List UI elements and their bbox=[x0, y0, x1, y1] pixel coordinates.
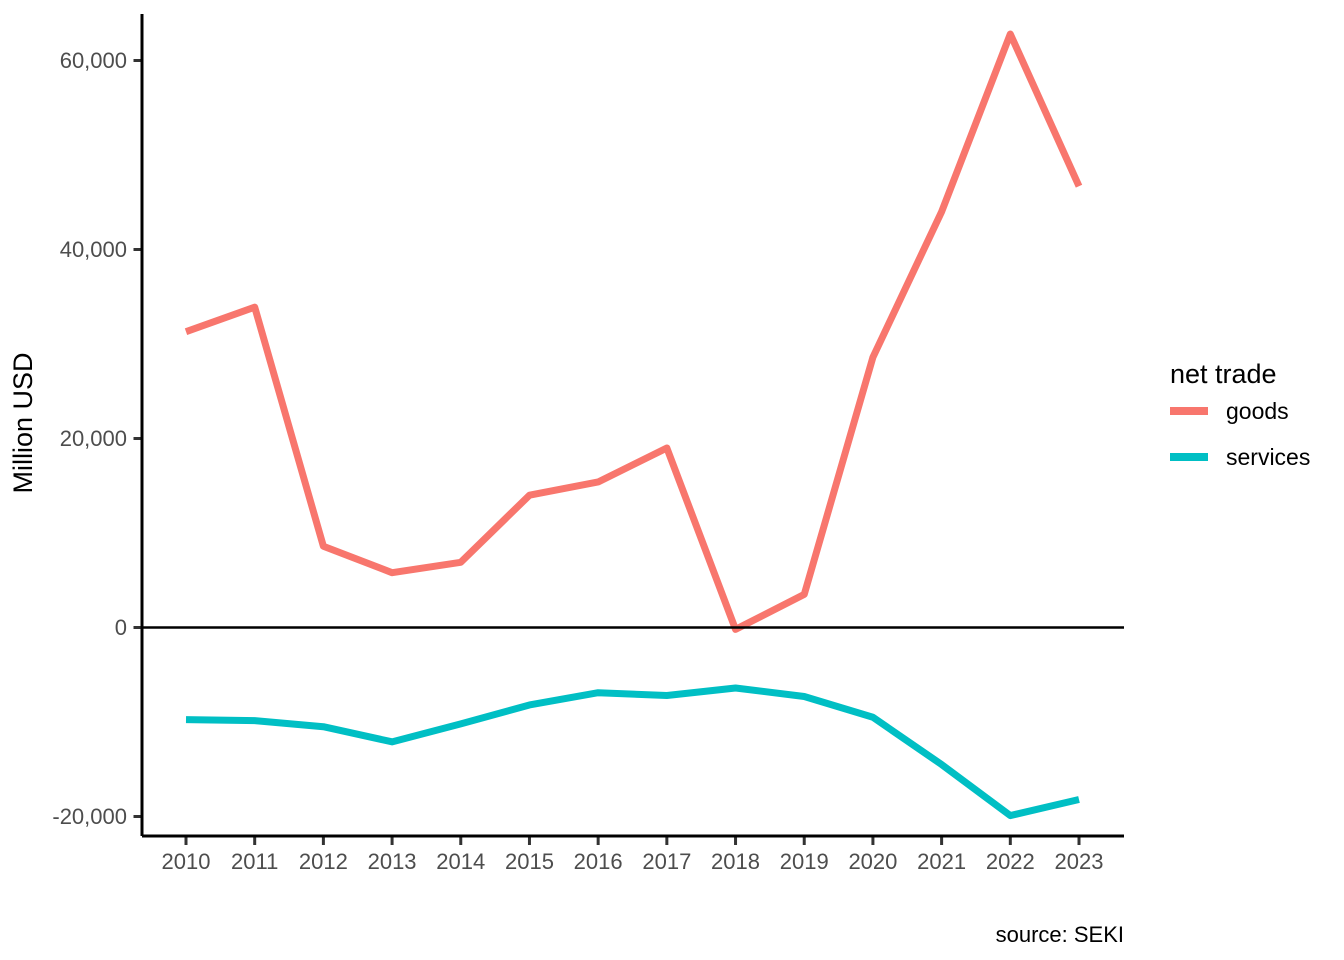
services-line-swatch bbox=[1170, 453, 1208, 461]
x-tick-label: 2010 bbox=[162, 849, 211, 874]
y-axis-ticks: 60,000 40,000 20,000 0 -20,000 bbox=[52, 48, 142, 829]
x-tick-label: 2020 bbox=[848, 849, 897, 874]
y-tick-label: 20,000 bbox=[60, 426, 127, 451]
legend-label-services: services bbox=[1226, 443, 1311, 470]
x-tick-label: 2012 bbox=[299, 849, 348, 874]
y-axis-title: Million USD bbox=[8, 352, 38, 493]
x-tick-label: 2013 bbox=[368, 849, 417, 874]
legend-label-goods: goods bbox=[1226, 397, 1289, 424]
services-line bbox=[185, 684, 1080, 820]
y-tick-label: -20,000 bbox=[52, 804, 127, 829]
legend: net trade goods services bbox=[1170, 360, 1340, 480]
x-tick-label: 2023 bbox=[1055, 849, 1104, 874]
x-tick-label: 2015 bbox=[505, 849, 554, 874]
x-tick-label: 2017 bbox=[642, 849, 691, 874]
goods-line-swatch bbox=[1170, 407, 1208, 415]
x-axis-ticks: 2010 2011 2012 2013 2014 2015 2016 2017 2018 2019… bbox=[162, 836, 1104, 874]
x-tick-label: 2018 bbox=[711, 849, 760, 874]
x-tick-label: 2021 bbox=[917, 849, 966, 874]
goods-line bbox=[184, 30, 1083, 633]
legend-item-goods: goods bbox=[1170, 388, 1340, 434]
legend-item-services: services bbox=[1170, 434, 1340, 480]
x-tick-label: 2014 bbox=[436, 849, 485, 874]
y-tick-label: 40,000 bbox=[60, 237, 127, 262]
x-tick-label: 2011 bbox=[231, 849, 278, 874]
source-caption: source: SEKI bbox=[995, 922, 1124, 947]
x-tick-label: 2022 bbox=[986, 849, 1035, 874]
legend-title: net trade bbox=[1170, 359, 1277, 389]
x-tick-label: 2019 bbox=[780, 849, 829, 874]
y-tick-label: 60,000 bbox=[60, 48, 127, 73]
y-tick-label: 0 bbox=[115, 615, 127, 640]
series-lines bbox=[184, 30, 1083, 820]
x-tick-label: 2016 bbox=[574, 849, 623, 874]
